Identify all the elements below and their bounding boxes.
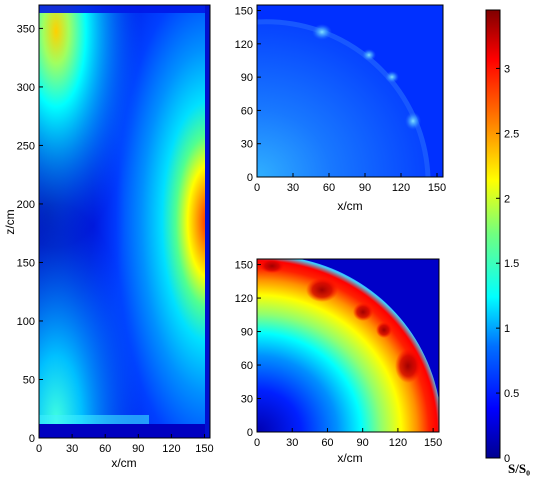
colorbar-tick-label: 2.5	[504, 128, 519, 140]
x-tick-label: 0	[254, 182, 260, 194]
top-right-spot	[385, 71, 399, 83]
x-tick-label: 90	[359, 182, 371, 194]
bottom-right-heatmap	[257, 259, 439, 432]
y-tick-label: 150	[235, 6, 253, 18]
left-heatmap-bottom-strip	[39, 415, 149, 425]
y-tick-label: 0	[247, 172, 253, 184]
y-tick-label: 350	[17, 23, 35, 35]
top-right-heatmap-edge	[257, 19, 431, 177]
left-y-axis-label: z/cm	[3, 209, 17, 234]
top-right-plot-frame	[256, 4, 444, 178]
bottom-right-x-ticks: 0 30 60 90 120 150	[254, 428, 442, 449]
x-tick-label: 150	[424, 437, 442, 449]
colorbar-tick-label: 0.5	[504, 388, 519, 400]
bottom-right-y-ticks: 0 30 60 90 120 150	[235, 260, 261, 439]
bottom-right-spot	[395, 349, 421, 383]
colorbar-tick-label: 3	[504, 63, 510, 75]
y-tick-label: 200	[17, 199, 35, 211]
colorbar-tick-label: 0	[504, 453, 510, 465]
y-tick-label: 0	[29, 433, 35, 445]
bottom-right-spot	[306, 278, 338, 302]
bottom-right-spot	[376, 322, 392, 338]
y-tick-label: 120	[235, 39, 253, 51]
y-tick-label: 90	[241, 72, 253, 84]
y-tick-label: 0	[247, 427, 253, 439]
left-x-ticks: 0 30 60 90 120 150	[36, 434, 214, 455]
left-heatmap-wall	[205, 5, 210, 438]
y-tick-label: 120	[235, 293, 253, 305]
x-tick-label: 120	[162, 443, 180, 455]
y-tick-label: 90	[241, 327, 253, 339]
top-right-x-axis-label: x/cm	[337, 199, 362, 213]
x-tick-label: 120	[392, 182, 410, 194]
colorbar-tick-label: 1.5	[504, 258, 519, 270]
x-tick-label: 0	[36, 443, 42, 455]
x-tick-label: 60	[323, 182, 335, 194]
bottom-right-x-axis-label: x/cm	[337, 451, 362, 465]
colorbar-ticks: 0 0.5 1 1.5 2 2.5 3	[496, 63, 519, 465]
left-heatmap-ceiling	[39, 5, 210, 13]
x-tick-label: 30	[286, 437, 298, 449]
y-tick-label: 150	[17, 257, 35, 269]
left-plot-frame	[38, 4, 211, 439]
y-tick-label: 50	[23, 374, 35, 386]
x-tick-label: 0	[254, 437, 260, 449]
colorbar-title: S/S₀	[508, 461, 530, 476]
y-tick-label: 150	[235, 260, 253, 272]
left-heatmap-bottom-band	[39, 5, 210, 438]
y-tick-label: 300	[17, 82, 35, 94]
x-tick-label: 30	[66, 443, 78, 455]
x-tick-label: 60	[321, 437, 333, 449]
top-right-heatmap	[257, 5, 443, 177]
x-tick-label: 150	[428, 182, 446, 194]
top-right-spot	[312, 24, 332, 40]
y-tick-label: 30	[241, 139, 253, 151]
x-tick-label: 60	[99, 443, 111, 455]
top-right-heatmap-quarter	[257, 21, 428, 177]
x-tick-label: 120	[389, 437, 407, 449]
top-right-x-ticks: 0 30 60 90 120 150	[254, 173, 446, 194]
bottom-right-heatmap-quarter	[257, 259, 439, 432]
colorbar-tick-label: 2	[504, 193, 510, 205]
top-right-y-ticks: 0 30 60 90 120 150	[235, 6, 261, 184]
colorbar-tick-label: 1	[504, 323, 510, 335]
y-tick-label: 60	[241, 105, 253, 117]
top-right-spot	[405, 112, 421, 130]
y-tick-label: 60	[241, 360, 253, 372]
y-tick-label: 250	[17, 140, 35, 152]
left-heatmap	[39, 5, 210, 438]
left-heatmap-floor	[39, 424, 210, 438]
top-right-spot	[362, 49, 376, 61]
x-tick-label: 150	[195, 443, 213, 455]
bottom-right-plot-frame	[256, 258, 440, 433]
bottom-right-spot	[353, 303, 373, 321]
x-tick-label: 90	[357, 437, 369, 449]
x-tick-label: 90	[132, 443, 144, 455]
x-tick-label: 30	[287, 182, 299, 194]
y-tick-label: 30	[241, 394, 253, 406]
y-tick-label: 100	[17, 316, 35, 328]
colorbar	[485, 9, 501, 459]
left-y-ticks: 0 50 100 150 200 250 300 350	[17, 23, 43, 445]
bottom-right-spot	[260, 259, 284, 273]
left-x-axis-label: x/cm	[111, 456, 136, 470]
